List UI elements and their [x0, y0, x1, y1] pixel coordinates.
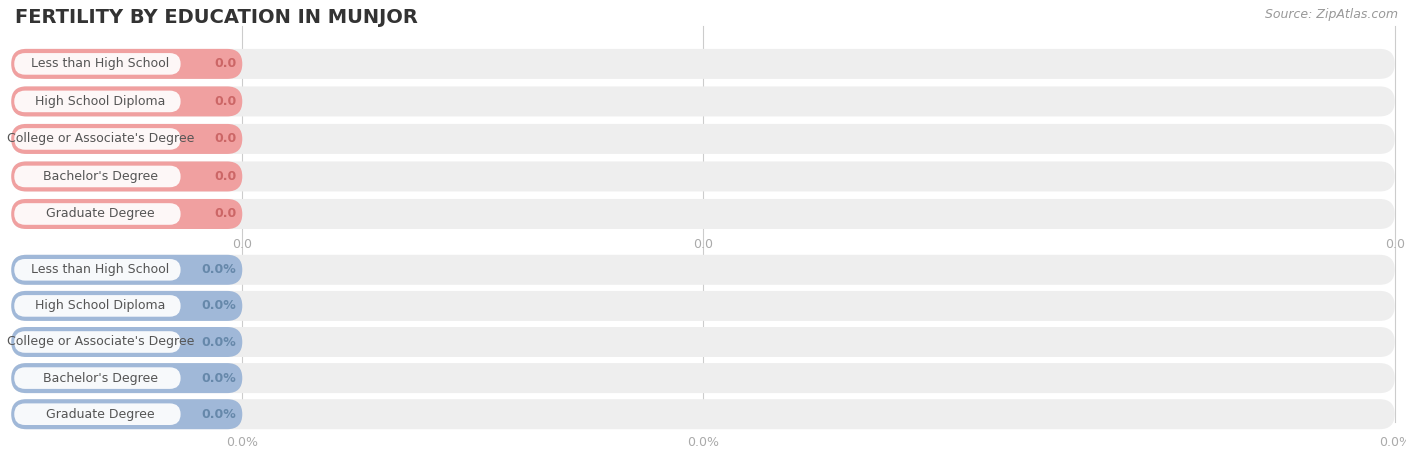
Text: FERTILITY BY EDUCATION IN MUNJOR: FERTILITY BY EDUCATION IN MUNJOR — [15, 8, 418, 27]
Text: 0.0: 0.0 — [214, 133, 236, 145]
Text: Less than High School: Less than High School — [31, 57, 170, 70]
FancyBboxPatch shape — [11, 399, 1395, 429]
Text: 0.0: 0.0 — [214, 208, 236, 220]
FancyBboxPatch shape — [11, 49, 242, 79]
FancyBboxPatch shape — [11, 49, 1395, 79]
FancyBboxPatch shape — [11, 162, 242, 191]
FancyBboxPatch shape — [11, 199, 1395, 229]
FancyBboxPatch shape — [11, 399, 242, 429]
Text: 0.0%: 0.0% — [688, 436, 718, 449]
Text: 0.0: 0.0 — [232, 238, 252, 250]
FancyBboxPatch shape — [11, 255, 1395, 285]
FancyBboxPatch shape — [11, 86, 242, 116]
FancyBboxPatch shape — [11, 291, 242, 321]
Text: 0.0%: 0.0% — [1379, 436, 1406, 449]
FancyBboxPatch shape — [14, 203, 180, 225]
Text: 0.0%: 0.0% — [201, 263, 236, 276]
Text: 0.0: 0.0 — [214, 170, 236, 183]
Text: 0.0%: 0.0% — [201, 299, 236, 313]
FancyBboxPatch shape — [14, 53, 180, 75]
FancyBboxPatch shape — [14, 295, 180, 317]
Text: College or Associate's Degree: College or Associate's Degree — [7, 335, 194, 349]
Text: 0.0: 0.0 — [693, 238, 713, 250]
FancyBboxPatch shape — [11, 162, 1395, 191]
FancyBboxPatch shape — [14, 91, 180, 112]
FancyBboxPatch shape — [14, 166, 180, 187]
Text: Source: ZipAtlas.com: Source: ZipAtlas.com — [1265, 8, 1398, 21]
FancyBboxPatch shape — [14, 331, 180, 353]
Text: 0.0%: 0.0% — [201, 371, 236, 385]
FancyBboxPatch shape — [14, 259, 180, 281]
FancyBboxPatch shape — [11, 291, 1395, 321]
Text: 0.0: 0.0 — [1385, 238, 1405, 250]
FancyBboxPatch shape — [11, 199, 242, 229]
Text: College or Associate's Degree: College or Associate's Degree — [7, 133, 194, 145]
FancyBboxPatch shape — [11, 255, 242, 285]
Text: High School Diploma: High School Diploma — [35, 95, 166, 108]
Text: Bachelor's Degree: Bachelor's Degree — [44, 170, 157, 183]
Text: 0.0%: 0.0% — [226, 436, 259, 449]
Text: 0.0%: 0.0% — [201, 408, 236, 421]
Text: 0.0: 0.0 — [214, 95, 236, 108]
Text: Less than High School: Less than High School — [31, 263, 170, 276]
Text: 0.0%: 0.0% — [201, 335, 236, 349]
FancyBboxPatch shape — [14, 128, 180, 150]
Text: Bachelor's Degree: Bachelor's Degree — [44, 371, 157, 385]
FancyBboxPatch shape — [11, 124, 242, 154]
FancyBboxPatch shape — [11, 327, 242, 357]
FancyBboxPatch shape — [14, 403, 180, 425]
FancyBboxPatch shape — [14, 367, 180, 389]
FancyBboxPatch shape — [11, 363, 1395, 393]
FancyBboxPatch shape — [11, 363, 242, 393]
FancyBboxPatch shape — [11, 86, 1395, 116]
Text: 0.0: 0.0 — [214, 57, 236, 70]
FancyBboxPatch shape — [11, 327, 1395, 357]
FancyBboxPatch shape — [11, 124, 1395, 154]
Text: Graduate Degree: Graduate Degree — [46, 208, 155, 220]
Text: Graduate Degree: Graduate Degree — [46, 408, 155, 421]
Text: High School Diploma: High School Diploma — [35, 299, 166, 313]
